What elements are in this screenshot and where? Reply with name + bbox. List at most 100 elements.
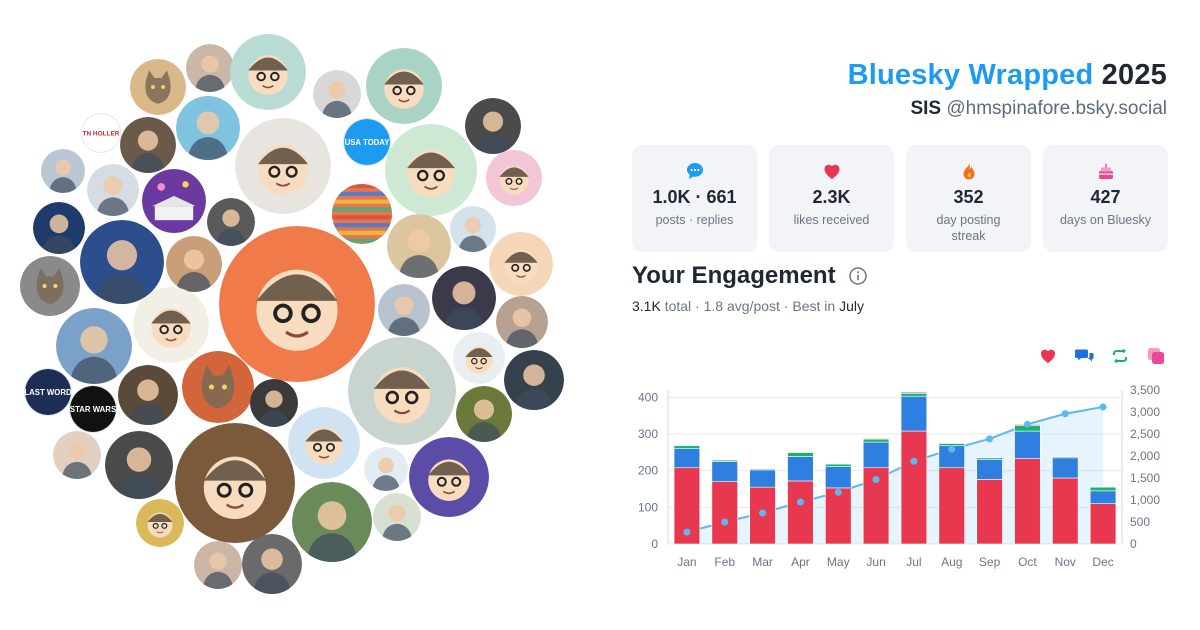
x-tick-label: Apr [791, 555, 810, 569]
avatar[interactable] [118, 365, 178, 425]
avatar[interactable] [453, 332, 505, 384]
user-handle[interactable]: @hmspinafore.bsky.social [946, 98, 1167, 119]
user-line: SIS @hmspinafore.bsky.social [848, 96, 1167, 122]
avatar[interactable] [450, 206, 496, 252]
avatar[interactable] [366, 48, 442, 124]
avatar[interactable] [20, 256, 80, 316]
avatar[interactable]: LAST WORD [24, 368, 72, 416]
avatar[interactable] [378, 284, 430, 336]
avatar[interactable] [432, 266, 496, 330]
avatar[interactable] [87, 164, 139, 216]
speech-bubble-icon [686, 163, 703, 179]
y-left-tick-label: 300 [638, 427, 658, 441]
avatar[interactable] [465, 98, 521, 154]
stat-value: 427 [1090, 187, 1121, 207]
avatar[interactable] [235, 118, 331, 214]
avatar[interactable] [176, 96, 240, 160]
repost-icon[interactable] [1110, 346, 1130, 366]
avatar[interactable] [385, 124, 477, 216]
avatar[interactable] [80, 220, 164, 304]
avatar[interactable] [288, 407, 360, 479]
avatar[interactable] [133, 287, 209, 363]
avatar[interactable] [207, 198, 255, 246]
chart-legend [1038, 346, 1166, 366]
avatar[interactable] [292, 482, 372, 562]
cumulative-point [1061, 410, 1069, 418]
avatar[interactable] [166, 236, 222, 292]
avatar[interactable] [33, 202, 85, 254]
avatar-logo-text: STAR WARS [70, 405, 116, 414]
y-right-tick-label: 3,500 [1130, 383, 1160, 397]
avatar[interactable] [496, 296, 548, 348]
stats-row: 1.0K · 661 posts · replies 2.3K likes re… [632, 145, 1168, 252]
avatar[interactable] [120, 117, 176, 173]
avatar[interactable] [456, 386, 512, 442]
bar-segment [900, 393, 928, 397]
avatar[interactable] [56, 308, 132, 384]
bar-segment [673, 448, 701, 469]
page-title: Bluesky Wrapped 2025 [848, 58, 1167, 92]
avatar[interactable] [486, 150, 542, 206]
stat-value: 2.3K [812, 187, 851, 207]
engagement-total-word: total [664, 298, 692, 314]
avatar[interactable] [53, 431, 101, 479]
y-right-tick-label: 3,000 [1130, 405, 1160, 419]
engagement-average: 1.8 avg/post [703, 298, 780, 314]
avatar[interactable] [142, 169, 206, 233]
avatar[interactable] [364, 447, 408, 491]
stat-label: day posting streak [936, 213, 1001, 243]
bar-segment [1052, 477, 1079, 545]
bar-segment [862, 438, 890, 443]
bar-segment [938, 467, 965, 545]
bar-segment [787, 452, 814, 457]
avatar[interactable] [182, 351, 254, 423]
avatar[interactable] [219, 226, 375, 382]
stat-card-likes: 2.3K likes received [769, 145, 894, 252]
avatar[interactable] [130, 59, 186, 115]
avatar[interactable] [504, 350, 564, 410]
avatar[interactable] [387, 214, 451, 278]
bar-segment [1014, 458, 1041, 545]
avatar[interactable] [186, 44, 234, 92]
avatar[interactable]: STAR WARS [69, 385, 117, 433]
avatar[interactable] [41, 149, 85, 193]
bar-segment [711, 461, 738, 482]
avatar[interactable]: TN HOLLER [81, 113, 121, 153]
avatar[interactable] [409, 437, 489, 517]
avatar[interactable] [230, 34, 306, 110]
avatar[interactable] [175, 423, 295, 543]
bar-segment [825, 463, 852, 467]
avatar[interactable] [373, 493, 421, 541]
avatar[interactable] [105, 431, 173, 499]
heart-icon[interactable] [1038, 346, 1058, 366]
engagement-total: 3.1K [632, 298, 661, 314]
x-tick-label: Dec [1092, 555, 1113, 569]
display-name: SIS [910, 98, 942, 119]
avatar[interactable]: USA TODAY [343, 118, 391, 166]
y-right-tick-label: 1,000 [1130, 493, 1160, 507]
avatar[interactable] [313, 70, 361, 118]
avatar[interactable] [489, 232, 553, 296]
engagement-title-text: Your Engagement [632, 262, 836, 289]
bar-segment [862, 438, 890, 440]
avatar[interactable] [332, 184, 392, 244]
bar-segment [976, 479, 1003, 545]
avatar[interactable] [348, 337, 456, 445]
year-title: 2025 [1101, 59, 1167, 91]
quote-icon[interactable] [1146, 346, 1166, 366]
info-icon[interactable] [848, 266, 868, 286]
bar-segment [1052, 457, 1079, 479]
bar-segment [862, 441, 890, 469]
avatar[interactable] [250, 379, 298, 427]
cumulative-point [1099, 403, 1107, 411]
reply-icon[interactable] [1074, 346, 1094, 366]
avatar[interactable] [194, 541, 242, 589]
avatar[interactable] [242, 534, 302, 594]
bar-segment [900, 395, 928, 432]
bar-segment [1089, 503, 1117, 545]
stat-label: days on Bluesky [1059, 213, 1152, 227]
stat-label: posts · replies [655, 213, 734, 227]
bar-segment [673, 444, 701, 447]
avatar-logo-text: TN HOLLER [83, 130, 120, 137]
avatar[interactable] [136, 499, 184, 547]
